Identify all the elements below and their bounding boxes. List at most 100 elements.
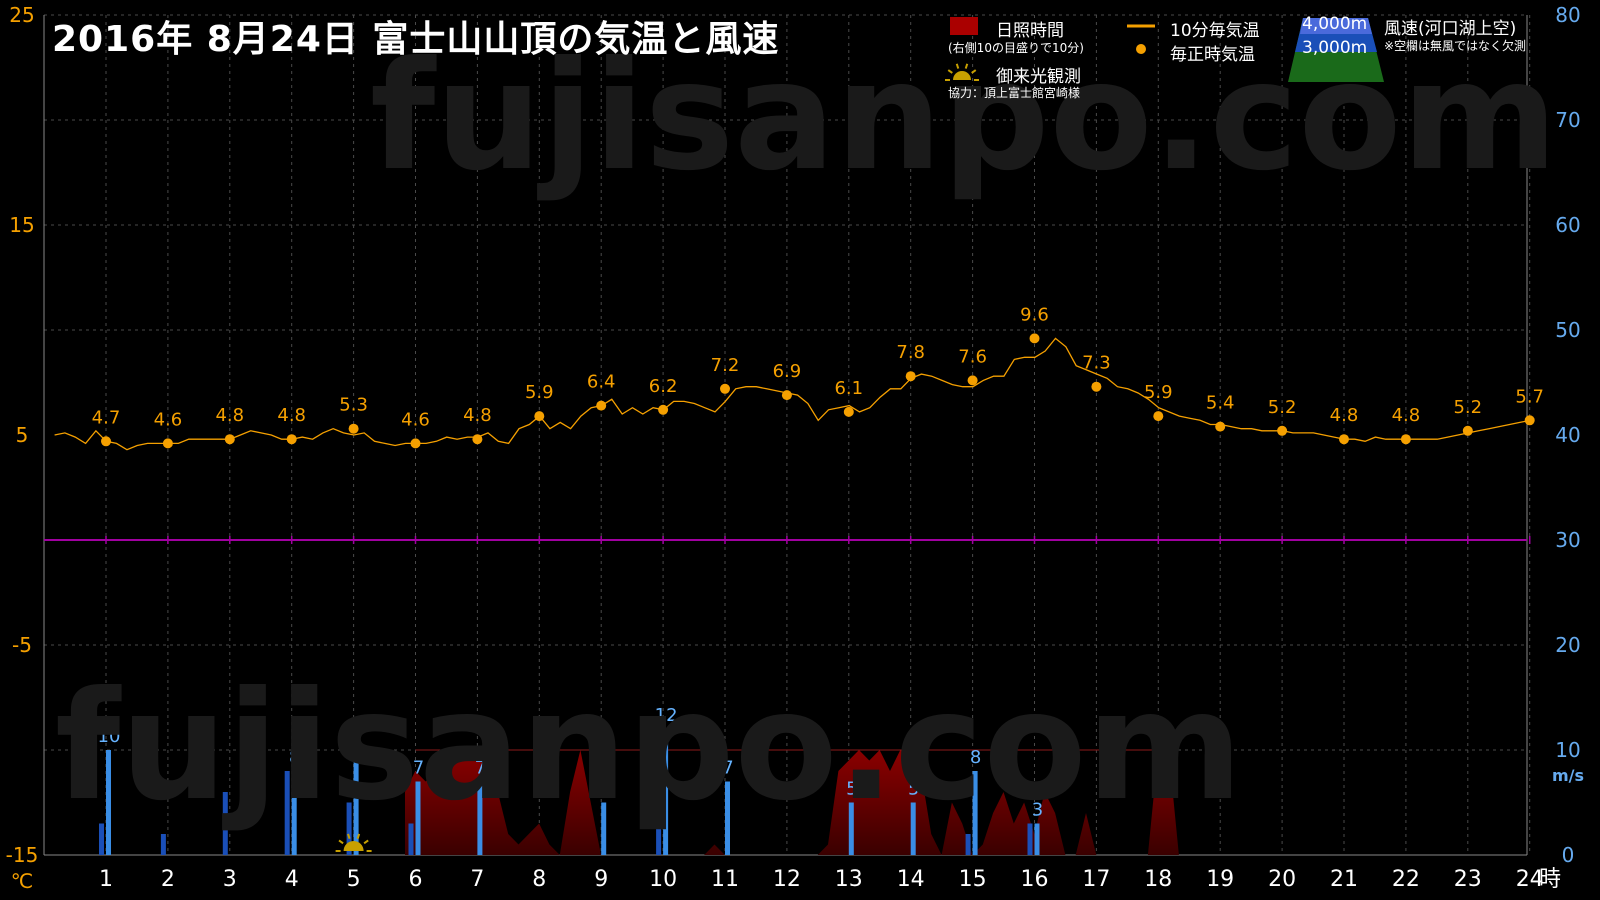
x-axis-tick: 3 bbox=[223, 867, 237, 892]
hourly-temp-point bbox=[1215, 421, 1226, 432]
x-axis-tick: 8 bbox=[532, 867, 546, 892]
hourly-temp-label: 7.6 bbox=[958, 346, 987, 367]
wind-3000-bar bbox=[160, 834, 166, 855]
legend-sunshine-swatch bbox=[950, 17, 978, 35]
right-axis-tick: 30 bbox=[1555, 528, 1580, 552]
wind-4000-bar bbox=[601, 802, 607, 855]
wind-3000-bar bbox=[965, 834, 971, 855]
x-axis-tick: 19 bbox=[1206, 867, 1234, 892]
hourly-temp-point bbox=[534, 411, 545, 422]
hourly-temp-label: 5.2 bbox=[1268, 397, 1297, 418]
hourly-temp-point bbox=[967, 375, 978, 386]
wind-value-label: 8 bbox=[289, 747, 300, 768]
hourly-temp-label: 4.8 bbox=[1392, 405, 1421, 426]
x-axis-unit: 時 bbox=[1539, 867, 1561, 892]
hourly-temp-point bbox=[1091, 381, 1102, 392]
x-axis-tick: 20 bbox=[1268, 867, 1296, 892]
legend-wind-label: 風速(河口湖上空) bbox=[1384, 19, 1517, 39]
x-axis-tick: 16 bbox=[1021, 867, 1049, 892]
right-axis-tick: 10 bbox=[1555, 738, 1580, 762]
hourly-temp-point bbox=[720, 383, 730, 394]
hourly-temp-point bbox=[286, 434, 297, 445]
hourly-temp-point bbox=[1339, 434, 1349, 445]
legend-wind-3000: 3,000m bbox=[1302, 38, 1368, 58]
legend-goraiko-ray bbox=[971, 69, 977, 74]
hourly-temp-point bbox=[101, 436, 111, 447]
wind-4000-bar bbox=[910, 802, 916, 855]
chart-title: 2016年 8月24日 富士山山頂の気温と風速 bbox=[52, 19, 780, 60]
right-axis-tick: 80 bbox=[1555, 3, 1580, 27]
wind-value-label: 8 bbox=[970, 747, 981, 768]
left-axis-tick: -15 bbox=[6, 843, 39, 867]
wind-4000-bar bbox=[663, 729, 669, 855]
hourly-temp-label: 5.4 bbox=[1206, 393, 1235, 414]
mountain-band-4000 bbox=[1300, 18, 1372, 34]
hourly-temp-point bbox=[1400, 434, 1411, 445]
legend-sunshine-note: (右側10の目盛りで10分) bbox=[948, 41, 1084, 55]
hourly-temp-label: 5.9 bbox=[525, 382, 554, 403]
wind-value-label: 3 bbox=[1032, 800, 1043, 821]
wind-4000-bar bbox=[848, 802, 854, 855]
wind-4000-bar bbox=[106, 750, 111, 855]
x-axis-tick: 24 bbox=[1516, 867, 1544, 892]
goraiko-ray bbox=[338, 839, 344, 845]
wind-3000-bar bbox=[656, 823, 662, 855]
wind-value-label: 5 bbox=[908, 779, 919, 800]
wind-4000-bar bbox=[1034, 823, 1040, 855]
wind-3000-bar bbox=[408, 823, 414, 855]
hourly-temp-label: 5.9 bbox=[1144, 382, 1173, 403]
x-axis-tick: 12 bbox=[773, 867, 801, 892]
x-axis-tick: 10 bbox=[649, 867, 677, 892]
legend-credit: 協力：頂上富士館宮崎様 bbox=[948, 86, 1081, 100]
hourly-temp-point bbox=[905, 371, 916, 382]
x-axis-tick: 6 bbox=[409, 867, 423, 892]
hourly-temp-point bbox=[781, 390, 792, 401]
wind-4000-bar bbox=[972, 771, 978, 855]
hourly-temp-label: 9.6 bbox=[1020, 304, 1049, 325]
x-axis-tick: 7 bbox=[470, 867, 484, 892]
hourly-temp-label: 6.4 bbox=[587, 372, 616, 393]
legend-hourly-swatch bbox=[1136, 44, 1146, 54]
right-axis-tick: 40 bbox=[1555, 423, 1580, 447]
wind-3000-bar bbox=[99, 823, 104, 855]
sunshine-area bbox=[405, 750, 1179, 855]
hourly-temp-point bbox=[658, 404, 669, 415]
wind-value-label: 7 bbox=[413, 758, 424, 779]
legend-goraiko-ray bbox=[955, 63, 960, 69]
hourly-temp-label: 4.6 bbox=[401, 409, 430, 430]
hourly-temp-point bbox=[410, 438, 421, 449]
hourly-temp-label: 4.8 bbox=[277, 405, 306, 426]
hourly-temp-point bbox=[1277, 425, 1288, 436]
hourly-temp-label: 6.9 bbox=[773, 361, 802, 382]
x-axis-tick: 18 bbox=[1144, 867, 1172, 892]
hourly-temp-point bbox=[596, 400, 607, 411]
hourly-temp-label: 4.6 bbox=[154, 409, 183, 430]
x-axis-tick: 13 bbox=[835, 867, 863, 892]
legend-wind-4000: 4,000m bbox=[1302, 14, 1368, 34]
goraiko-ray bbox=[363, 839, 369, 845]
hourly-temp-label: 5.2 bbox=[1453, 397, 1482, 418]
wind-4000-bar bbox=[415, 781, 421, 855]
right-axis-tick: 60 bbox=[1555, 213, 1580, 237]
wind-4000-bar bbox=[477, 781, 483, 855]
hourly-temp-point bbox=[162, 438, 173, 449]
legend-goraiko-icon bbox=[953, 71, 971, 80]
wind-3000-bar bbox=[284, 771, 290, 855]
hourly-temp-label: 6.2 bbox=[649, 376, 678, 397]
legend-goraiko-ray bbox=[947, 69, 953, 74]
hourly-temp-point bbox=[1029, 333, 1040, 344]
left-axis-tick: -5 bbox=[12, 633, 32, 657]
x-axis-tick: 4 bbox=[285, 867, 299, 892]
right-axis-tick: 0 bbox=[1562, 843, 1575, 867]
hourly-temp-label: 5.3 bbox=[339, 395, 368, 416]
right-axis-tick: 50 bbox=[1555, 318, 1580, 342]
legend-goraiko-ray bbox=[964, 63, 969, 69]
hourly-temp-label: 4.7 bbox=[92, 407, 121, 428]
hourly-temp-label: 6.1 bbox=[834, 378, 863, 399]
wind-3000-bar bbox=[1027, 823, 1033, 855]
left-axis-unit: ℃ bbox=[11, 869, 33, 893]
right-axis-tick: 20 bbox=[1555, 633, 1580, 657]
wind-value-label: 12 bbox=[655, 705, 678, 726]
x-axis-tick: 23 bbox=[1454, 867, 1482, 892]
x-axis-tick: 5 bbox=[347, 867, 361, 892]
